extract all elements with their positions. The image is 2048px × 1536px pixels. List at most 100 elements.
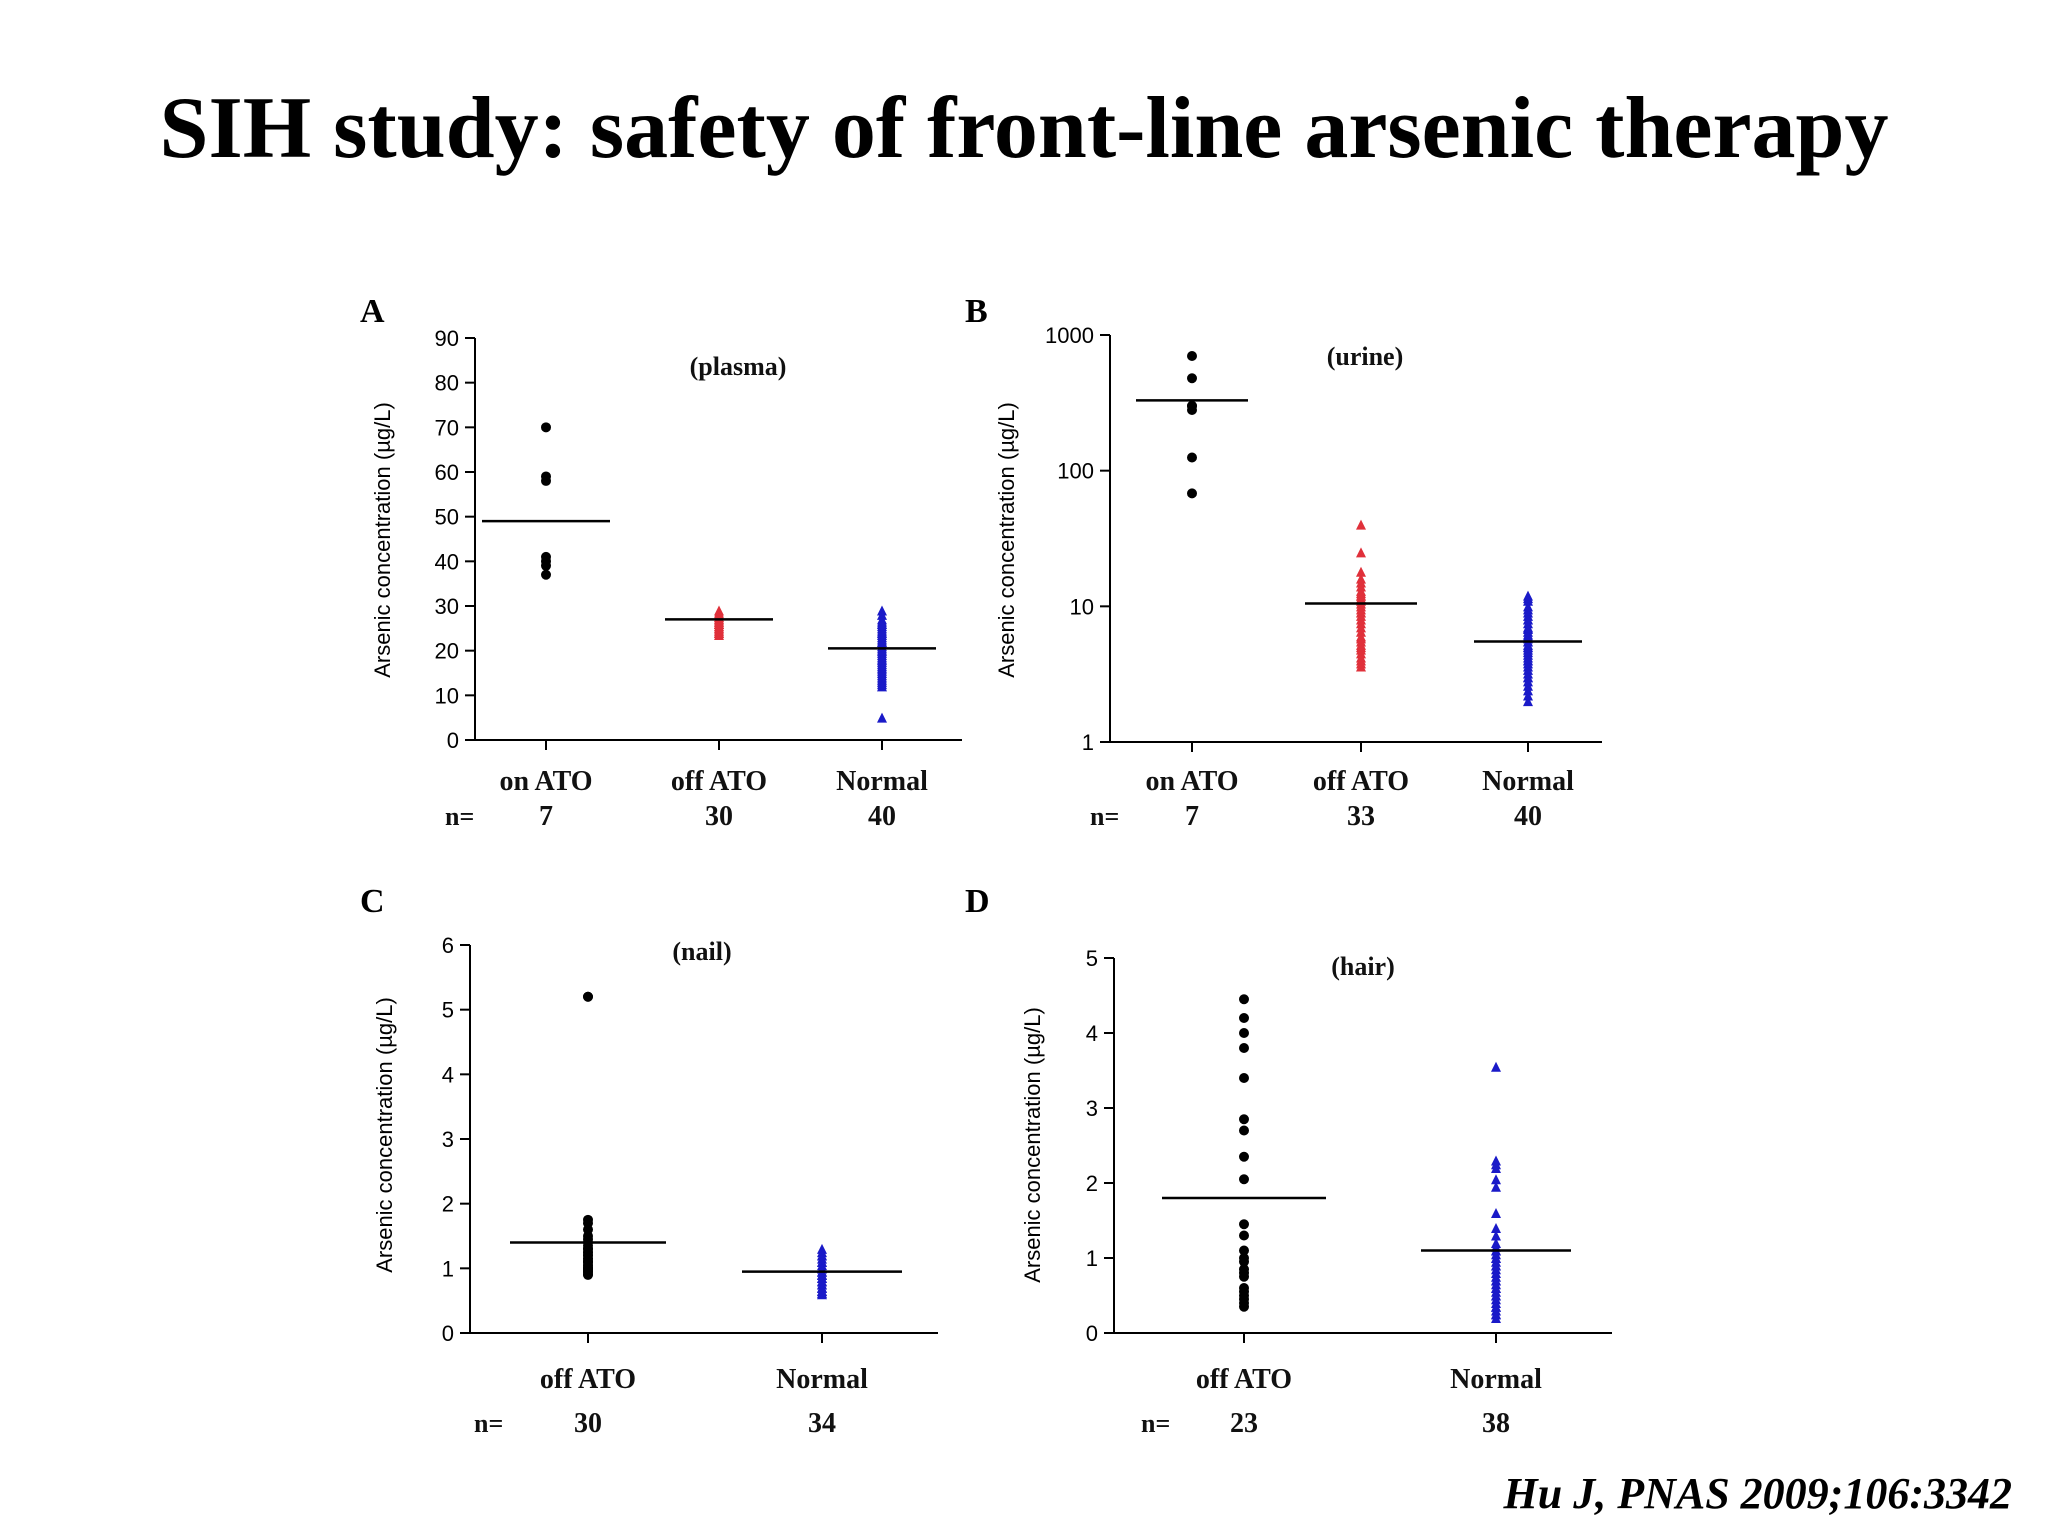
data-point [1239, 1174, 1249, 1185]
data-point [817, 1250, 827, 1261]
y-tick-label: 4 [1086, 1021, 1098, 1046]
data-point [1239, 1253, 1249, 1263]
data-point [877, 645, 887, 656]
n-label: n= [474, 1409, 503, 1438]
data-point [541, 560, 551, 571]
data-point [877, 654, 887, 665]
y-tick-label: 10 [435, 683, 459, 708]
y-tick-label: 50 [435, 505, 459, 530]
data-point [1491, 1275, 1501, 1286]
n-value: 7 [1185, 801, 1199, 832]
data-point [1356, 547, 1366, 558]
y-tick-label: 0 [1086, 1321, 1098, 1346]
data-point [1491, 1181, 1501, 1192]
category-label: off ATO [540, 1364, 636, 1395]
y-tick-label: 4 [442, 1062, 454, 1087]
n-value: 7 [539, 801, 553, 832]
data-point [1491, 1163, 1501, 1173]
data-point [1239, 1301, 1249, 1312]
n-value: 23 [1230, 1408, 1258, 1439]
data-point [1239, 1043, 1249, 1053]
y-tick-label: 5 [442, 998, 454, 1023]
y-tick-label: 3 [1086, 1096, 1098, 1121]
panel-letter: C [360, 883, 385, 920]
n-value: 33 [1347, 801, 1375, 832]
data-point [877, 636, 887, 647]
data-point [1523, 685, 1533, 696]
panel-letter: B [965, 293, 988, 330]
data-point [1356, 590, 1366, 601]
y-tick-label: 1000 [1045, 323, 1094, 348]
data-point [1523, 622, 1533, 633]
data-point [1523, 614, 1533, 625]
n-value: 40 [1514, 801, 1542, 832]
category-label: off ATO [671, 766, 767, 797]
y-tick-label: 10 [1070, 594, 1094, 619]
n-value: 30 [574, 1408, 602, 1439]
data-point [1523, 655, 1533, 666]
y-tick-label: 1 [1082, 730, 1094, 755]
y-tick-label: 60 [435, 460, 459, 485]
y-tick-label: 5 [1086, 946, 1098, 971]
category-label: Normal [1482, 766, 1574, 797]
data-point [1491, 1174, 1501, 1185]
y-tick-label: 30 [435, 594, 459, 619]
data-point [877, 712, 887, 723]
data-point [817, 1256, 827, 1267]
data-point [1523, 595, 1533, 606]
data-point [1523, 672, 1533, 683]
y-tick-label: 3 [442, 1127, 454, 1152]
n-value: 38 [1482, 1408, 1510, 1439]
data-point [1523, 690, 1533, 701]
data-point [1187, 488, 1197, 499]
data-point [1187, 373, 1197, 384]
data-point [1491, 1230, 1501, 1241]
category-label: off ATO [1196, 1364, 1292, 1395]
data-point [817, 1273, 827, 1284]
category-label: on ATO [1145, 766, 1238, 797]
category-label: off ATO [1313, 766, 1409, 797]
y-tick-label: 90 [435, 326, 459, 351]
n-value: 40 [868, 801, 896, 832]
data-point [1239, 1073, 1249, 1083]
data-point [1491, 1061, 1501, 1072]
data-point [877, 681, 887, 692]
n-label: n= [445, 802, 474, 831]
y-tick-label: 80 [435, 371, 459, 396]
data-point [1187, 452, 1197, 463]
y-axis-label: Arsenic concentration (µg/L) [994, 402, 1019, 678]
data-point [1356, 519, 1366, 530]
data-point [1491, 1301, 1501, 1312]
data-point [541, 569, 551, 580]
y-tick-label: 1 [1086, 1246, 1098, 1271]
y-tick-label: 20 [435, 639, 459, 664]
y-tick-label: 2 [442, 1192, 454, 1217]
y-tick-label: 100 [1057, 459, 1094, 484]
data-point [1491, 1223, 1501, 1233]
data-point [583, 991, 593, 1002]
data-point [583, 1266, 593, 1277]
data-point [1239, 1230, 1249, 1241]
y-tick-label: 40 [435, 549, 459, 574]
y-tick-label: 0 [442, 1321, 454, 1346]
data-point [1187, 351, 1197, 362]
data-point [1491, 1309, 1501, 1320]
data-point [1239, 1114, 1249, 1125]
data-point [714, 623, 724, 634]
panel-letter: D [965, 883, 990, 920]
data-point [583, 1256, 593, 1267]
data-point [541, 475, 551, 486]
data-point [1491, 1283, 1501, 1293]
panel-subtitle: (plasma) [690, 352, 787, 381]
data-point [1239, 1125, 1249, 1136]
data-point [1239, 1028, 1249, 1038]
panel-subtitle: (urine) [1327, 342, 1404, 371]
data-point [877, 627, 887, 638]
category-label: Normal [1450, 1364, 1542, 1395]
y-tick-label: 6 [442, 933, 454, 958]
panel-subtitle: (hair) [1331, 952, 1395, 981]
y-axis-label: Arsenic concentration (µg/L) [372, 997, 397, 1273]
citation: Hu J, PNAS 2009;106:3342 [1503, 1469, 2012, 1518]
